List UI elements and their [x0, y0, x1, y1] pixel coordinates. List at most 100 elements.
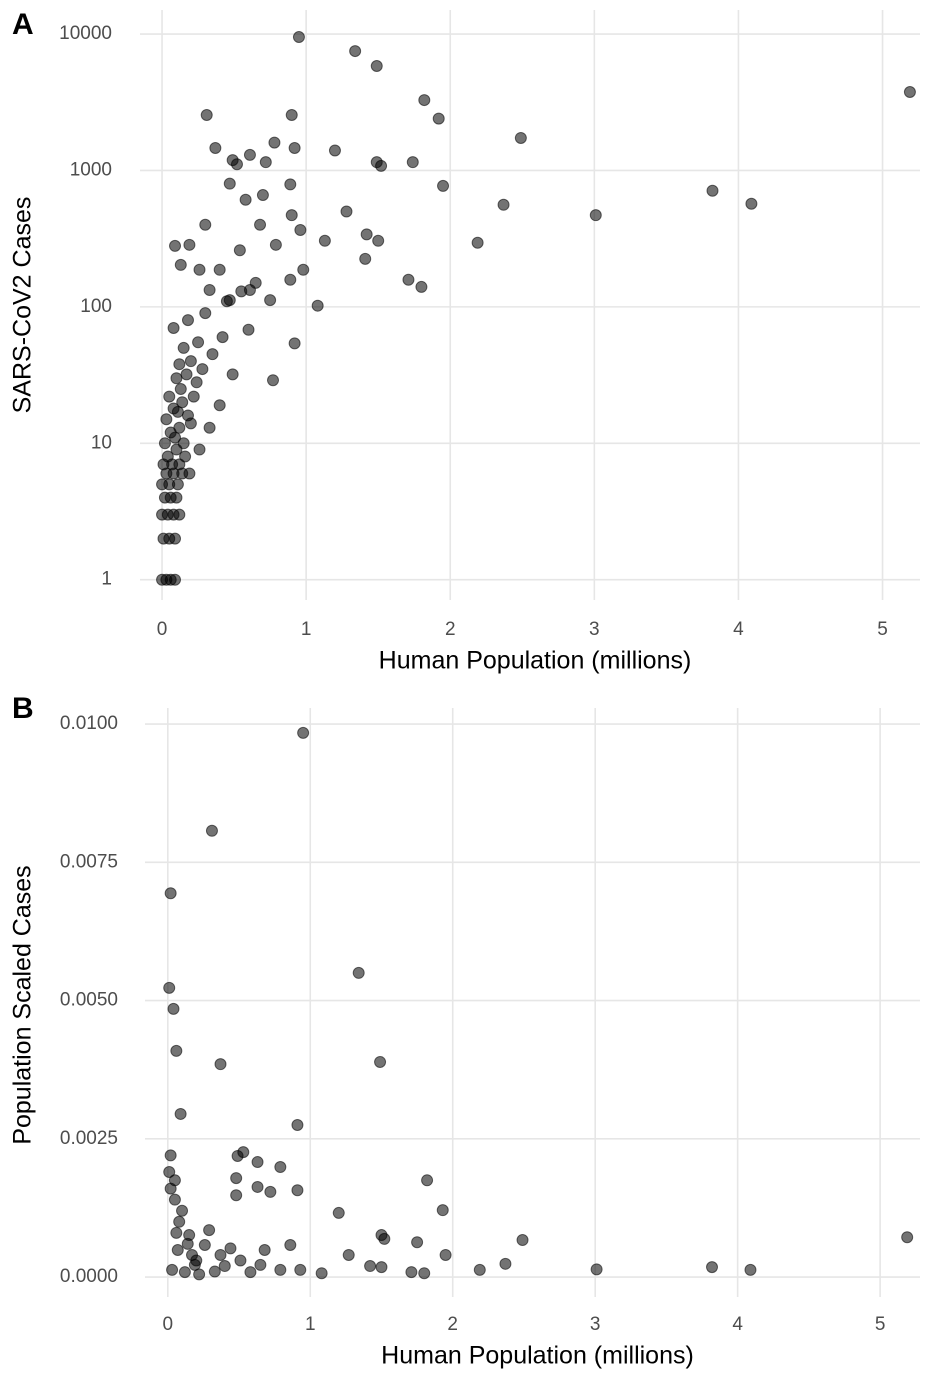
point [169, 573, 182, 586]
point [372, 234, 385, 247]
point [183, 238, 196, 251]
point [437, 179, 450, 192]
point [167, 1002, 180, 1015]
point [378, 1232, 391, 1245]
point [177, 341, 190, 354]
point [411, 1236, 424, 1249]
point [213, 399, 226, 412]
x-tick-label: 5 [877, 619, 888, 640]
point [359, 252, 372, 265]
point [223, 177, 236, 190]
point [432, 112, 445, 125]
point [168, 1193, 181, 1206]
y-tick-label: 10000 [59, 23, 112, 44]
y-tick-label: 100 [80, 296, 112, 317]
point [254, 1258, 267, 1271]
point [174, 1107, 187, 1120]
point [174, 258, 187, 271]
point [173, 358, 186, 371]
x-tick-label: 5 [875, 1314, 886, 1335]
x-tick-label: 0 [163, 1314, 174, 1335]
point [374, 1055, 387, 1068]
point [199, 218, 212, 231]
x-tick-label: 1 [305, 1314, 316, 1335]
point [187, 390, 200, 403]
point [352, 966, 365, 979]
point [180, 368, 193, 381]
point [251, 1156, 264, 1169]
x-tick-label: 3 [589, 619, 600, 640]
point [224, 1242, 237, 1255]
point [267, 374, 280, 387]
point [170, 491, 183, 504]
point [418, 1267, 431, 1280]
point [415, 280, 428, 293]
point [285, 108, 298, 121]
point [901, 1231, 914, 1244]
y-axis-title: Population Scaled Cases [9, 865, 37, 1144]
point [199, 307, 212, 320]
point [436, 1204, 449, 1217]
y-tick-label: 0.0025 [60, 1128, 118, 1149]
point [203, 421, 216, 434]
y-tick-label: 1000 [70, 159, 112, 180]
point [516, 1234, 529, 1247]
point [167, 321, 180, 334]
point [163, 1166, 176, 1179]
point [364, 1260, 377, 1273]
point [243, 148, 256, 161]
point [288, 337, 301, 350]
point [184, 355, 197, 368]
point [177, 437, 190, 450]
point [291, 1119, 304, 1132]
point [274, 1161, 287, 1174]
point [193, 443, 206, 456]
point [230, 158, 243, 171]
x-tick-label: 4 [733, 619, 744, 640]
point [264, 1185, 277, 1198]
point [903, 85, 916, 98]
point [164, 1182, 177, 1195]
point [164, 887, 177, 900]
point [471, 236, 484, 249]
point [161, 450, 174, 463]
point [193, 1268, 206, 1281]
point [198, 1239, 211, 1252]
point [294, 1263, 307, 1276]
point [169, 532, 182, 545]
point [196, 363, 209, 376]
y-axis-title: SARS-CoV2 Cases [9, 197, 37, 414]
point [258, 1243, 271, 1256]
point [192, 336, 205, 349]
x-tick-label: 1 [301, 619, 312, 640]
x-tick-label: 2 [447, 1314, 458, 1335]
point [186, 1248, 199, 1261]
point [499, 1257, 512, 1270]
point [294, 223, 307, 236]
point [706, 184, 719, 197]
point [178, 1266, 191, 1279]
point [297, 726, 310, 739]
point [274, 1263, 287, 1276]
point [269, 238, 282, 251]
point [176, 1204, 189, 1217]
point [254, 218, 267, 231]
point [318, 234, 331, 247]
point [205, 824, 218, 837]
point [402, 273, 415, 286]
point [230, 1189, 243, 1202]
point [171, 478, 184, 491]
point [209, 142, 222, 155]
point [375, 1261, 388, 1274]
point [234, 1254, 247, 1267]
point [179, 450, 192, 463]
point [311, 299, 324, 312]
x-tick-label: 2 [445, 619, 456, 640]
point [473, 1263, 486, 1276]
point [256, 189, 269, 202]
point [259, 156, 272, 169]
point [170, 1044, 183, 1057]
point [214, 1058, 227, 1071]
point [208, 1265, 221, 1278]
